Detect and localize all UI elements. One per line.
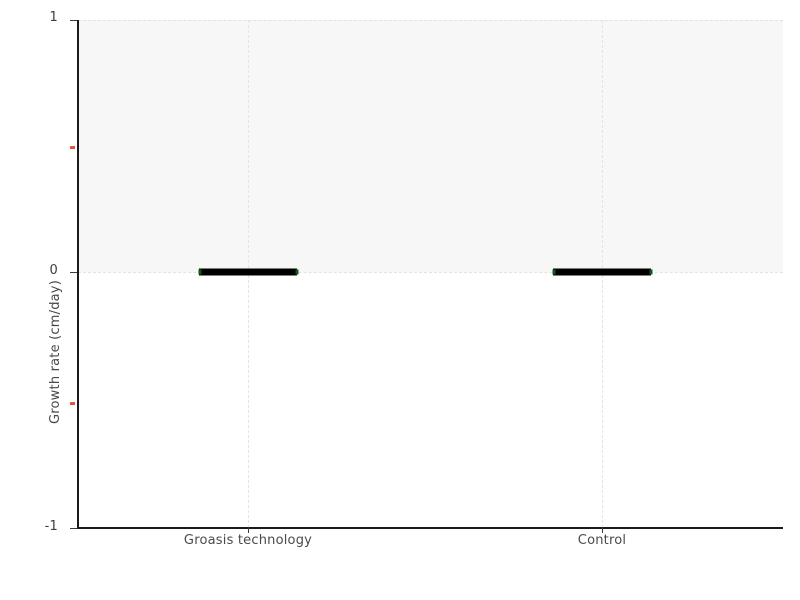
y-tick-label-1: 1 [49, 10, 58, 25]
y-minor-tick-neg-0-5 [70, 402, 75, 405]
y-tick-1 [70, 20, 77, 21]
bar-cap-left-groasis-technology [198, 269, 202, 275]
x-tick-label-groasis-technology: Groasis technology [183, 533, 313, 548]
y-tick-neg-1 [70, 528, 77, 529]
y-axis-title: Growth rate (cm/day) [48, 280, 63, 424]
gridline-y-0 [78, 272, 783, 273]
y-tick-label-neg-1: -1 [44, 519, 58, 534]
plot-area [78, 20, 783, 528]
y-minor-tick-0-5 [70, 146, 75, 149]
x-axis-spine [77, 527, 783, 529]
x-tick-control [602, 527, 603, 533]
bar-control[interactable] [553, 268, 651, 276]
x-tick-label-control: Control [577, 533, 627, 548]
bar-cap-right-groasis-technology [295, 269, 299, 275]
gridline-y-1 [78, 20, 783, 21]
y-tick-label-0: 0 [49, 263, 58, 278]
bar-cap-right-control [649, 269, 653, 275]
bar-groasis-technology[interactable] [199, 268, 297, 276]
bar-cap-left-control [552, 269, 556, 275]
x-tick-groasis-technology [248, 527, 249, 533]
positive-region-band [78, 20, 783, 272]
y-axis-spine [77, 20, 79, 529]
y-tick-0 [70, 272, 77, 273]
